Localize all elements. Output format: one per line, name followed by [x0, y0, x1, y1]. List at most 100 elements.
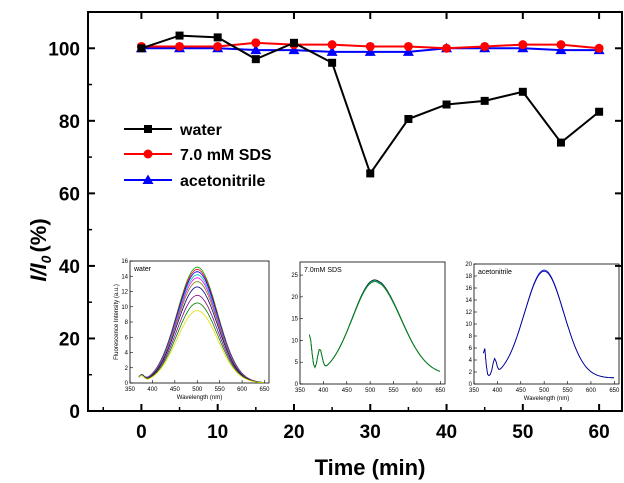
inset-x-tick-label: 500 [365, 388, 376, 394]
legend-label: 7.0 mM SDS [180, 147, 272, 164]
inset-x-tick-label: 450 [170, 387, 181, 393]
inset-y-tick-label: 16 [465, 286, 472, 292]
legend-label: water [179, 122, 222, 139]
data-point-square [289, 38, 298, 47]
data-point-circle [327, 40, 337, 50]
x-tick-label: 60 [589, 422, 610, 443]
data-point-circle [442, 43, 452, 53]
data-point-circle [556, 40, 566, 50]
inset-x-tick-label: 550 [563, 388, 574, 394]
inset-y-tick-label: 0 [295, 382, 299, 388]
y-tick-label: 100 [48, 39, 80, 60]
x-tick-label: 40 [436, 422, 457, 443]
y-axis-title-unit: (%) [26, 218, 51, 252]
inset-y-tick-label: 25 [291, 273, 298, 279]
inset-y-tick-label: 20 [465, 262, 472, 268]
data-point-square [328, 58, 337, 67]
y-tick-label: 0 [69, 402, 80, 423]
inset-y-tick-label: 12 [121, 290, 128, 296]
inset-y-axis-title: Fluorescence Intensity (a.u.) [114, 284, 120, 360]
series-7-0-mm-sds [136, 38, 604, 53]
inset-y-tick-label: 0 [469, 382, 473, 388]
x-axis-title: Time (min) [315, 455, 426, 480]
inset-spectrum-line [138, 286, 265, 383]
data-point-square [251, 55, 260, 64]
inset-x-tick-label: 450 [516, 388, 527, 394]
inset-spectrum-line [138, 310, 265, 384]
inset-x-tick-label: 500 [192, 387, 203, 393]
inset-spectrum-line [309, 281, 441, 372]
inset-y-tick-label: 10 [465, 322, 472, 328]
data-point-square [366, 169, 375, 178]
inset-frame [299, 261, 446, 385]
data-point-circle [251, 38, 261, 48]
data-point-square [404, 115, 413, 124]
inset-y-tick-label: 6 [125, 335, 129, 341]
inset-spectrum-line [138, 294, 265, 383]
inset-y-tick-label: 8 [469, 334, 473, 340]
plot-frame [87, 11, 623, 412]
inset-y-tick-label: 14 [465, 298, 472, 304]
inset-spectrum-line [483, 270, 614, 379]
inset-x-tick-label: 400 [492, 388, 503, 394]
data-point-triangle [555, 44, 567, 55]
inset-x-tick-label: 650 [609, 388, 620, 394]
inset-y-tick-label: 0 [125, 381, 129, 387]
data-point-square [144, 125, 152, 133]
inset-y-tick-label: 4 [469, 358, 473, 364]
data-point-circle [403, 41, 413, 51]
inset-y-tick-label: 8 [125, 320, 129, 326]
y-tick-label: 80 [59, 112, 80, 133]
inset-x-tick-label: 650 [435, 388, 446, 394]
series-water [137, 31, 604, 178]
legend-label: acetonitrile [180, 173, 265, 190]
data-point-square [518, 87, 527, 96]
inset-x-axis-title: Wavelength (nm) [177, 395, 222, 401]
inset-x-tick-label: 600 [237, 387, 248, 393]
data-point-square [556, 138, 565, 147]
data-point-circle [213, 41, 223, 51]
x-tick-label: 20 [283, 422, 304, 443]
y-tick-label: 40 [59, 257, 80, 278]
y-tick-label: 60 [59, 184, 80, 205]
y-axis-title: I/I0 (%) [26, 218, 54, 281]
inset-y-tick-label: 2 [125, 366, 129, 372]
inset-y-tick-label: 15 [291, 317, 298, 323]
inset-x-tick-label: 400 [147, 387, 158, 393]
inset-x-tick-label: 350 [295, 388, 306, 394]
data-point-triangle [364, 46, 376, 56]
inset-x-tick-label: 450 [342, 388, 353, 394]
inset-title: acetonitrile [478, 269, 512, 276]
inset-y-tick-label: 10 [291, 338, 298, 344]
data-point-circle [480, 41, 490, 51]
inset-spectrum-line [138, 302, 265, 384]
data-point-square [175, 31, 184, 40]
x-tick-label: 50 [512, 422, 533, 443]
inset-y-tick-label: 5 [295, 360, 299, 366]
data-point-circle [518, 40, 528, 50]
inset-x-tick-label: 500 [539, 388, 550, 394]
y-axis-title-subscript: 0 [38, 255, 54, 263]
data-point-square [213, 33, 222, 42]
inset-background [464, 258, 624, 404]
data-point-circle [175, 41, 185, 51]
data-point-circle [143, 149, 153, 159]
inset-y-tick-label: 16 [121, 259, 128, 265]
inset-title: water [133, 266, 152, 273]
inset-x-tick-label: 400 [318, 388, 329, 394]
inset-y-tick-label: 20 [291, 295, 298, 301]
y-tick-label: 20 [59, 329, 80, 350]
data-point-triangle [142, 174, 154, 184]
data-point-circle [594, 43, 604, 53]
inset-x-tick-label: 350 [469, 388, 480, 394]
inset-y-tick-label: 4 [125, 351, 129, 357]
inset-y-tick-label: 14 [121, 274, 128, 280]
data-point-square [595, 107, 604, 116]
inset-x-tick-label: 550 [215, 387, 226, 393]
inset-chart: 350 400 450 500 550 600 650 0 2 4 6 8 10 12 14 16 Wavele… [114, 255, 274, 403]
data-point-square [480, 96, 489, 105]
inset-x-axis-title: Wavelength (nm) [524, 396, 569, 402]
x-tick-label: 10 [207, 422, 228, 443]
data-point-triangle [250, 44, 262, 55]
